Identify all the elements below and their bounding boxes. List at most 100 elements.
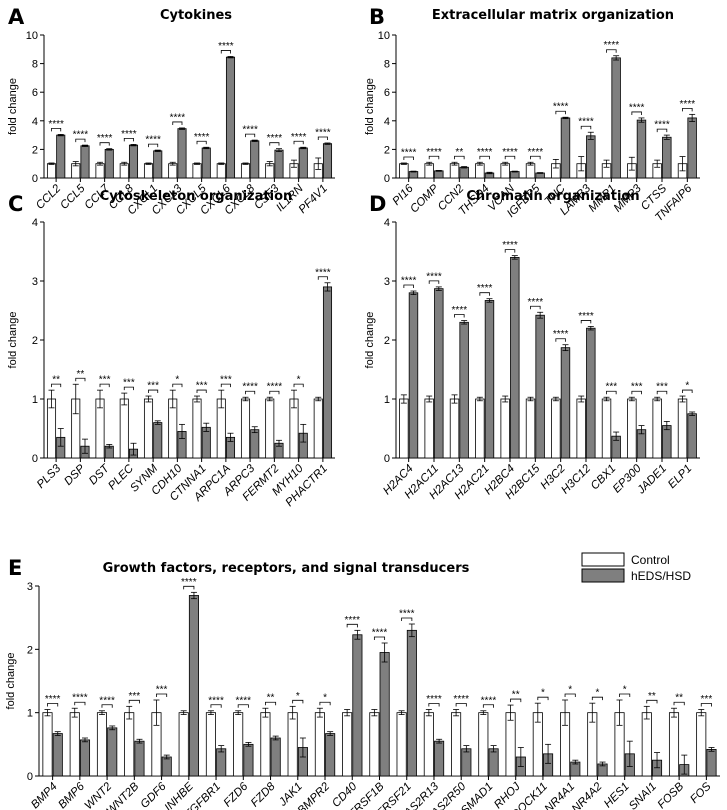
significance-stars: **** xyxy=(72,693,88,704)
legend: Control hEDS/HSD xyxy=(581,552,691,583)
significance-bracket xyxy=(51,383,62,388)
bar-patient xyxy=(408,171,419,179)
significance-stars: **** xyxy=(426,147,442,158)
significance-stars: **** xyxy=(315,127,331,138)
significance-bracket xyxy=(265,701,277,706)
bar-control xyxy=(601,398,612,459)
bar-patient xyxy=(560,347,571,459)
significance-bracket xyxy=(196,389,207,394)
significance-stars: **** xyxy=(208,695,224,706)
significance-bracket xyxy=(75,377,86,382)
significance-bracket xyxy=(606,49,617,53)
significance-bracket xyxy=(580,320,592,324)
significance-bracket xyxy=(564,693,576,697)
significance-bracket xyxy=(47,703,59,707)
panel-letter: E xyxy=(8,556,22,580)
significance-bracket xyxy=(700,703,712,707)
significance-bracket xyxy=(346,623,358,628)
bar-patient xyxy=(687,117,697,179)
bar-patient xyxy=(325,733,336,777)
significance-bracket xyxy=(656,128,668,133)
significance-bracket xyxy=(293,383,304,388)
bar-control xyxy=(451,712,462,777)
y-axis-label: fold change xyxy=(7,312,19,369)
y-tick-label: 1 xyxy=(32,394,38,406)
x-tick-label: NR4A2 xyxy=(570,780,605,810)
bar-control xyxy=(475,398,485,459)
bar-control xyxy=(641,712,652,777)
bar-control xyxy=(216,163,226,179)
significance-stars: **** xyxy=(528,297,544,308)
bar-control xyxy=(576,398,586,459)
significance-stars: **** xyxy=(578,311,594,322)
panel-d: D Chromatin organization fold change 0 1 2 3 4 *… xyxy=(364,189,700,502)
bar-patient xyxy=(484,300,495,459)
y-tick-label: 2 xyxy=(32,144,38,156)
significance-bracket xyxy=(479,155,490,160)
significance-stars: **** xyxy=(553,329,569,340)
bar-control xyxy=(205,712,216,777)
bar-control xyxy=(677,398,688,459)
bar-control xyxy=(449,163,460,179)
significance-stars: **** xyxy=(97,133,113,144)
significance-bracket xyxy=(530,155,541,160)
x-tick-label: FOS xyxy=(688,780,713,805)
significance-stars: **** xyxy=(553,102,569,113)
significance-stars: **** xyxy=(477,147,493,158)
significance-stars: **** xyxy=(121,129,137,140)
y-tick-label: 4 xyxy=(384,116,390,128)
bar-control xyxy=(46,163,57,179)
x-tick-label: CCL2 xyxy=(34,182,64,212)
y-tick-label: 3 xyxy=(384,276,390,288)
significance-bracket xyxy=(220,50,231,54)
legend-control-swatch xyxy=(581,552,625,567)
x-tick-label: CCL5 xyxy=(58,182,88,212)
significance-stars: **** xyxy=(45,694,61,705)
significance-stars: * xyxy=(297,375,301,386)
x-tick-label: SNAI1 xyxy=(627,781,659,810)
y-tick-label: 2 xyxy=(384,335,390,347)
significance-stars: ** xyxy=(675,693,683,704)
panel-title: Cytoskeleton organization xyxy=(100,189,293,204)
significance-stars: *** xyxy=(147,381,159,392)
significance-stars: **** xyxy=(291,132,307,143)
bar-patient xyxy=(322,143,333,179)
bar-patient xyxy=(662,136,672,179)
y-tick-label: 1 xyxy=(27,708,33,720)
significance-bracket xyxy=(292,699,304,704)
significance-bracket xyxy=(455,703,467,707)
significance-stars: **** xyxy=(401,147,417,158)
significance-stars: * xyxy=(568,685,572,696)
bar-patient xyxy=(274,149,284,179)
bar-patient xyxy=(52,733,63,777)
significance-bracket xyxy=(128,699,140,704)
significance-stars: **** xyxy=(604,40,620,51)
y-tick-label: 8 xyxy=(32,59,38,71)
significance-bracket xyxy=(317,136,328,140)
bar-control xyxy=(192,398,202,459)
bar-control xyxy=(369,712,380,777)
bar-patient xyxy=(586,135,596,179)
bar-patient xyxy=(201,147,211,179)
bar-patient xyxy=(188,595,199,777)
bar-patient xyxy=(379,652,390,777)
significance-stars: * xyxy=(296,691,300,702)
significance-bracket xyxy=(172,383,183,388)
significance-bracket xyxy=(591,696,603,701)
panel-letter: B xyxy=(369,5,385,29)
panel-letter: C xyxy=(8,192,23,216)
y-tick-label: 10 xyxy=(378,30,390,42)
bar-patient xyxy=(611,57,621,179)
significance-bracket xyxy=(530,305,541,310)
significance-bracket xyxy=(183,585,195,590)
significance-stars: **** xyxy=(194,132,210,143)
bar-patient xyxy=(298,147,308,179)
significance-bracket xyxy=(454,314,465,318)
significance-stars: **** xyxy=(426,694,442,705)
significance-bracket xyxy=(99,142,110,146)
significance-bracket xyxy=(196,140,207,145)
bar-control xyxy=(95,163,105,179)
legend-control-label: Control xyxy=(631,553,670,567)
significance-bracket xyxy=(646,699,658,704)
significance-bracket xyxy=(156,693,168,697)
